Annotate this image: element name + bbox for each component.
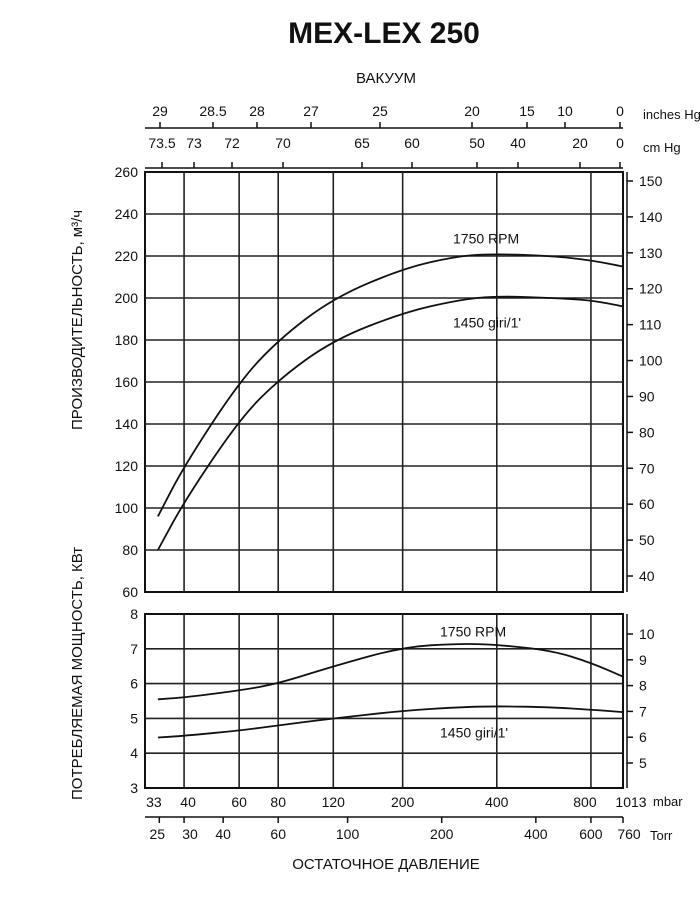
capacity-right-tick-label: 80 — [639, 424, 655, 440]
capacity-curve-1750rpm — [157, 253, 624, 517]
mbar-tick-label: 400 — [485, 794, 509, 810]
power-right-tick-label: 8 — [639, 678, 647, 694]
cm-hg-tick-label: 20 — [572, 135, 588, 151]
power-series-label-1750: 1750 RPM — [440, 624, 506, 640]
capacity-tick-label: 100 — [115, 500, 139, 516]
capacity-right-tick-label: 40 — [639, 568, 655, 584]
capacity-right-tick-label: 110 — [639, 317, 662, 333]
cm-hg-tick-label: 73 — [186, 135, 202, 151]
power-series-label-1450: 1450 giri/1' — [440, 725, 508, 741]
torr-tick-label: 40 — [215, 826, 231, 842]
capacity-right-tick-label: 50 — [639, 532, 655, 548]
capacity-tick-label: 60 — [122, 584, 138, 600]
capacity-tick-label: 180 — [115, 332, 139, 348]
chart-marks: 6080100120140160180200220240260345678405… — [115, 103, 663, 842]
capacity-right-tick-label: 150 — [639, 173, 663, 189]
inches-hg-tick-label: 15 — [519, 103, 535, 119]
inches-hg-tick-label: 0 — [616, 103, 624, 119]
power-axis-title: ПОТРЕБЛЯЕМАЯ МОЩНОСТЬ, КВт — [69, 547, 86, 800]
inches-hg-tick-label: 20 — [464, 103, 480, 119]
capacity-tick-label: 240 — [115, 206, 139, 222]
power-plot-frame — [144, 613, 624, 789]
mbar-tick-label: 33 — [146, 794, 162, 810]
power-tick-label: 5 — [130, 710, 138, 726]
mbar-tick-label: 800 — [573, 794, 597, 810]
vacuum-axis-title: ВАКУУМ — [356, 70, 416, 87]
cm-hg-unit: cm Hg — [643, 140, 681, 155]
power-right-tick-label: 5 — [639, 755, 647, 771]
inches-hg-tick-label: 29 — [152, 103, 168, 119]
power-right-tick-label: 7 — [639, 703, 647, 719]
mbar-tick-label: 60 — [231, 794, 247, 810]
inches-hg-tick-label: 27 — [303, 103, 319, 119]
power-tick-label: 8 — [130, 606, 138, 622]
inches-hg-tick-label: 28.5 — [199, 103, 226, 119]
capacity-tick-label: 220 — [115, 248, 139, 264]
cm-hg-tick-label: 72 — [224, 135, 240, 151]
power-right-tick-label: 6 — [639, 729, 647, 745]
inches-hg-tick-label: 28 — [249, 103, 265, 119]
capacity-tick-label: 120 — [115, 458, 139, 474]
torr-tick-label: 30 — [182, 826, 198, 842]
power-curve-1750rpm — [157, 643, 624, 701]
torr-tick-label: 760 — [617, 826, 641, 842]
capacity-right-tick-label: 70 — [639, 460, 655, 476]
power-tick-label: 6 — [130, 676, 138, 692]
torr-tick-label: 60 — [270, 826, 286, 842]
capacity-right-tick-label: 140 — [639, 209, 663, 225]
capacity-right-tick-label: 90 — [639, 388, 655, 404]
capacity-right-tick-label: 100 — [639, 353, 663, 369]
torr-tick-label: 600 — [579, 826, 603, 842]
power-curve-1450rpm — [157, 705, 624, 739]
capacity-curve-1450rpm — [157, 295, 624, 551]
mbar-tick-label: 200 — [391, 794, 415, 810]
torr-tick-label: 25 — [150, 826, 166, 842]
capacity-series-label-1450: 1450 giri/1' — [453, 314, 521, 330]
capacity-tick-label: 160 — [115, 374, 139, 390]
capacity-right-tick-label: 60 — [639, 496, 655, 512]
mbar-tick-label: 80 — [270, 794, 286, 810]
capacity-axis-title: ПРОИЗВОДИТЕЛЬНОСТЬ, м³/ч — [69, 210, 86, 430]
torr-unit: Torr — [650, 828, 673, 843]
power-right-tick-label: 10 — [639, 626, 655, 642]
torr-tick-label: 100 — [336, 826, 360, 842]
cm-hg-tick-label: 70 — [275, 135, 291, 151]
torr-tick-label: 200 — [430, 826, 454, 842]
capacity-right-tick-label: 120 — [639, 281, 663, 297]
cm-hg-tick-label: 0 — [616, 135, 624, 151]
capacity-tick-label: 80 — [122, 542, 138, 558]
inches-hg-tick-label: 10 — [557, 103, 573, 119]
cm-hg-tick-label: 73.5 — [148, 135, 175, 151]
cm-hg-tick-label: 40 — [510, 135, 526, 151]
power-tick-label: 4 — [130, 745, 138, 761]
inches-hg-unit: inches Hg — [643, 107, 700, 122]
mbar-tick-label: 40 — [180, 794, 196, 810]
capacity-series-label-1750: 1750 RPM — [453, 230, 519, 246]
torr-tick-label: 400 — [524, 826, 548, 842]
cm-hg-tick-label: 65 — [354, 135, 370, 151]
power-right-tick-label: 9 — [639, 652, 647, 668]
capacity-right-tick-label: 130 — [639, 245, 663, 261]
mbar-unit: mbar — [653, 794, 683, 809]
power-tick-label: 3 — [130, 780, 138, 796]
cm-hg-tick-label: 60 — [404, 135, 420, 151]
power-tick-label: 7 — [130, 641, 138, 657]
capacity-tick-label: 200 — [115, 290, 139, 306]
cm-hg-tick-label: 50 — [469, 135, 485, 151]
residual-pressure-axis-title: ОСТАТОЧНОЕ ДАВЛЕНИЕ — [292, 856, 479, 873]
mbar-tick-label: 120 — [322, 794, 346, 810]
capacity-tick-label: 260 — [115, 164, 139, 180]
mbar-tick-label: 1013 — [615, 794, 646, 810]
inches-hg-tick-label: 25 — [372, 103, 388, 119]
chart-title: MEX-LEX 250 — [288, 17, 480, 50]
capacity-tick-label: 140 — [115, 416, 139, 432]
